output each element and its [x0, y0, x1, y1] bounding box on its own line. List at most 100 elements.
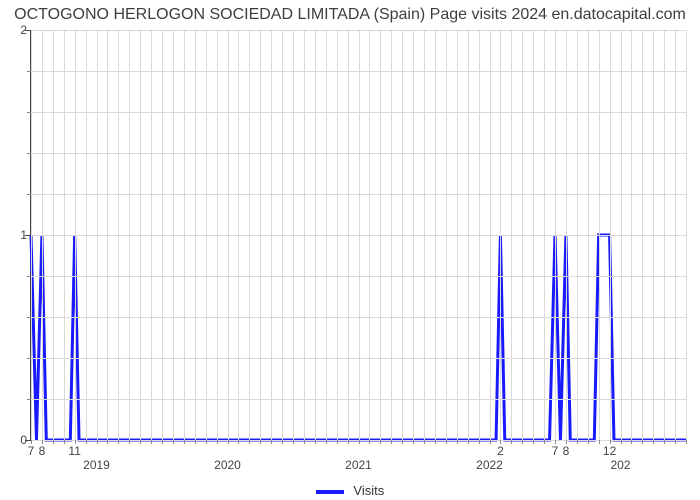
x-gridline — [533, 30, 534, 440]
x-gridline — [348, 30, 349, 440]
x-gridline — [173, 30, 174, 440]
x-gridline — [511, 30, 512, 440]
x-gridline — [53, 30, 54, 440]
x-gridline — [402, 30, 403, 440]
x-axis-label: 8 — [563, 444, 570, 458]
x-gridline — [151, 30, 152, 440]
x-tick — [522, 440, 523, 444]
x-gridline — [686, 30, 687, 440]
x-gridline — [31, 30, 32, 440]
x-gridline — [664, 30, 665, 440]
x-axis-label: 2 — [497, 444, 504, 458]
x-gridline — [260, 30, 261, 440]
x-tick — [282, 440, 283, 444]
x-tick — [479, 440, 480, 444]
legend-swatch — [316, 490, 344, 494]
x-gridline — [238, 30, 239, 440]
x-gridline — [107, 30, 108, 440]
x-tick — [391, 440, 392, 444]
x-tick — [173, 440, 174, 444]
x-gridline — [631, 30, 632, 440]
x-gridline — [228, 30, 229, 440]
x-gridline — [391, 30, 392, 440]
x-tick — [315, 440, 316, 444]
x-tick — [271, 440, 272, 444]
x-tick — [140, 440, 141, 444]
x-axis-year-label: 2019 — [83, 458, 110, 472]
x-gridline — [588, 30, 589, 440]
x-tick — [249, 440, 250, 444]
x-tick — [337, 440, 338, 444]
x-gridline — [642, 30, 643, 440]
x-tick — [511, 440, 512, 444]
x-gridline — [97, 30, 98, 440]
x-gridline — [75, 30, 76, 440]
x-tick — [686, 440, 687, 444]
x-tick — [642, 440, 643, 444]
x-tick — [369, 440, 370, 444]
x-tick — [402, 440, 403, 444]
x-tick — [588, 440, 589, 444]
x-tick — [359, 440, 360, 444]
x-tick — [304, 440, 305, 444]
x-tick — [86, 440, 87, 444]
x-gridline — [326, 30, 327, 440]
x-gridline — [675, 30, 676, 440]
x-tick — [206, 440, 207, 444]
x-gridline — [500, 30, 501, 440]
x-tick — [533, 440, 534, 444]
x-tick — [184, 440, 185, 444]
x-gridline — [315, 30, 316, 440]
x-tick — [118, 440, 119, 444]
x-gridline — [490, 30, 491, 440]
x-gridline — [42, 30, 43, 440]
x-gridline — [380, 30, 381, 440]
x-gridline — [424, 30, 425, 440]
chart-title: OCTOGONO HERLOGON SOCIEDAD LIMITADA (Spa… — [0, 6, 700, 24]
x-gridline — [304, 30, 305, 440]
legend-label: Visits — [353, 483, 384, 498]
x-tick — [577, 440, 578, 444]
x-gridline — [653, 30, 654, 440]
line-chart: OCTOGONO HERLOGON SOCIEDAD LIMITADA (Spa… — [0, 0, 700, 500]
x-gridline — [610, 30, 611, 440]
x-gridline — [162, 30, 163, 440]
x-gridline — [293, 30, 294, 440]
x-gridline — [468, 30, 469, 440]
x-tick — [293, 440, 294, 444]
x-tick — [97, 440, 98, 444]
x-tick — [675, 440, 676, 444]
x-gridline — [64, 30, 65, 440]
x-axis-year-label: 202 — [610, 458, 630, 472]
x-tick — [195, 440, 196, 444]
x-tick — [435, 440, 436, 444]
x-tick — [599, 440, 600, 444]
x-axis-label: 11 — [68, 444, 80, 458]
x-gridline — [249, 30, 250, 440]
x-gridline — [359, 30, 360, 440]
x-gridline — [544, 30, 545, 440]
x-gridline — [217, 30, 218, 440]
x-gridline — [86, 30, 87, 440]
x-gridline — [195, 30, 196, 440]
x-axis-label: 7 — [28, 444, 35, 458]
x-tick — [217, 440, 218, 444]
x-tick — [53, 440, 54, 444]
x-tick — [326, 440, 327, 444]
x-tick — [348, 440, 349, 444]
x-gridline — [435, 30, 436, 440]
x-tick — [544, 440, 545, 444]
x-gridline — [206, 30, 207, 440]
x-gridline — [599, 30, 600, 440]
plot-area: 0127811278122019202020212022202 — [30, 30, 686, 441]
x-tick — [621, 440, 622, 444]
x-axis-label: 12 — [603, 444, 616, 458]
x-gridline — [413, 30, 414, 440]
x-gridline — [140, 30, 141, 440]
x-tick — [260, 440, 261, 444]
x-gridline — [271, 30, 272, 440]
x-gridline — [621, 30, 622, 440]
x-tick — [446, 440, 447, 444]
x-tick — [129, 440, 130, 444]
x-gridline — [446, 30, 447, 440]
